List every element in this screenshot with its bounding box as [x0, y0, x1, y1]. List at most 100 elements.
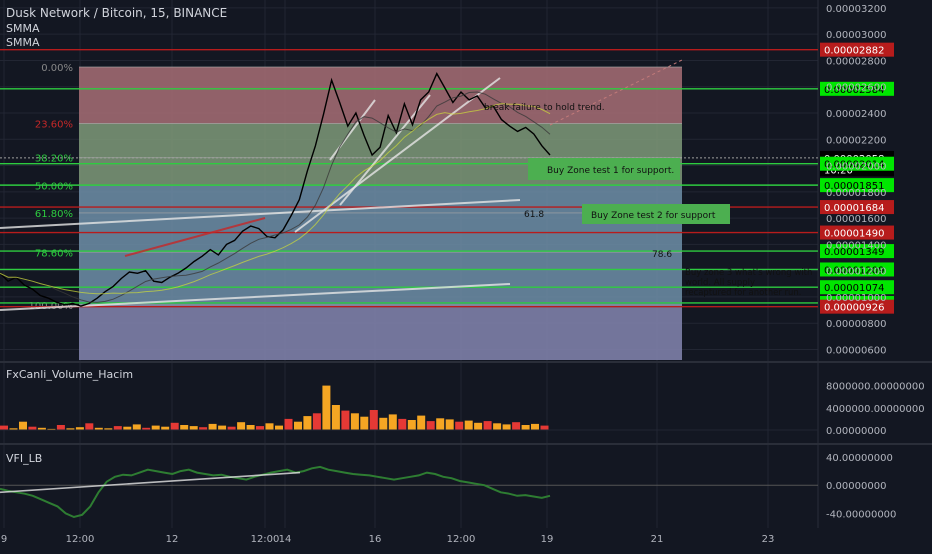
fib-zone — [79, 252, 682, 305]
volume-bar — [123, 426, 132, 430]
annotation-box-1 — [528, 158, 680, 180]
volume-bar — [398, 418, 407, 430]
fib-label: 50.00% — [35, 181, 73, 192]
vfi-tick-label: 0.00000000 — [826, 481, 886, 492]
volume-bar — [218, 425, 227, 430]
price-levels[interactable]: 0.000028820.000025840.0000205810:200.000… — [0, 42, 894, 314]
price-tag-bg — [820, 42, 894, 57]
volume-bar — [426, 421, 435, 430]
volume-bar — [56, 425, 65, 430]
time-tick-label: 19 — [541, 534, 554, 545]
price-tick-label: 0.00001200 — [826, 267, 886, 278]
volume-bar — [142, 427, 151, 430]
time-tick-label: 12:00 — [66, 534, 95, 545]
price-series — [0, 72, 551, 307]
volume-bar — [294, 421, 302, 430]
volume-bar — [483, 421, 492, 430]
volume-bar — [303, 416, 312, 430]
volume-pane: 8000000.00000000 4000000.00000000 0.000000… — [0, 382, 925, 437]
time-tick-label: 12:00 — [251, 534, 280, 545]
smma-line-2 — [0, 103, 551, 295]
volume-bar — [47, 428, 56, 430]
projection-line — [549, 59, 683, 126]
trendline — [329, 99, 376, 161]
volume-bar — [19, 421, 27, 430]
price-tag: 0.00001074 — [824, 283, 884, 294]
annotation-buy-zone-1: Buy Zone test 1 for support. — [547, 166, 674, 176]
volume-bar — [151, 425, 160, 430]
vfi-pane-title[interactable]: VFI_LB — [6, 452, 43, 465]
trendline — [0, 283, 511, 311]
price-tick-label: 0.00002400 — [826, 109, 886, 120]
volume-bar — [199, 427, 208, 430]
time-tick-label: 12:00 — [447, 534, 476, 545]
vfi-tick-label: -40.00000000 — [826, 509, 896, 520]
trendline — [124, 217, 266, 257]
volume-bar — [341, 410, 350, 430]
fib-zone — [79, 123, 682, 158]
price-tag-bg — [820, 200, 894, 215]
time-tick-label: 23 — [762, 534, 775, 545]
volume-bar — [388, 414, 397, 430]
volume-bar — [350, 413, 359, 430]
annotations[interactable]: break failure to hold trend. Buy Zone tes… — [484, 103, 812, 298]
volume-bar — [227, 426, 236, 430]
volume-pane-title[interactable]: FxCanli_Volume_Hacim — [6, 368, 134, 381]
axes: 0.00003200 0.00003000 0.00002800 0.00002600… — [1, 4, 887, 545]
price-tick-label: 0.00003200 — [826, 4, 886, 15]
chart-title[interactable]: Dusk Network / Bitcoin, 15, BINANCE — [6, 6, 228, 20]
price-tag-bg — [820, 299, 894, 314]
volume-bar — [360, 416, 369, 430]
volume-bar — [9, 428, 18, 430]
vfi-line — [0, 465, 551, 519]
volume-bar — [0, 425, 8, 430]
price-tag: 0.00001490 — [824, 229, 884, 240]
volume-bar — [94, 427, 103, 430]
volume-bar — [237, 422, 246, 430]
volume-bar — [379, 417, 388, 430]
annotation-buy-zone-3-line: Buy zone 3 what's wrong with — [685, 268, 812, 278]
volume-bar — [132, 424, 141, 430]
annotation-buy-zone-3-line: world. All supply — [685, 278, 755, 288]
fib-zone — [79, 67, 682, 124]
volume-bar — [474, 422, 483, 430]
fib-label: 0.00% — [41, 63, 73, 74]
price-tick-label: 0.00001600 — [826, 214, 886, 225]
price-tick-label: 0.00002600 — [826, 83, 886, 94]
price-tag: 0.00001851 — [824, 181, 884, 192]
price-tag: 0.00002882 — [824, 46, 884, 57]
volume-bar — [312, 413, 321, 430]
fib-label: 38.20% — [35, 154, 73, 165]
volume-bar — [502, 424, 511, 430]
price-tag-bg — [820, 225, 894, 240]
price-tag-bg — [820, 262, 894, 277]
indicator-label-smma-2[interactable]: SMMA — [6, 36, 40, 49]
fib-label: 23.60% — [35, 120, 73, 131]
volume-bar — [208, 423, 217, 430]
time-tick-label: 16 — [369, 534, 382, 545]
volume-bar — [445, 419, 454, 430]
price-tick-label: 0.00001000 — [826, 293, 886, 304]
volume-tick-label: 8000000.00000000 — [826, 382, 925, 393]
smma-line-1 — [0, 91, 551, 303]
indicator-label-smma-1[interactable]: SMMA — [6, 22, 40, 35]
volume-bar — [284, 418, 293, 430]
price-tag: 0.00001209 — [824, 265, 884, 276]
volume-bar — [75, 427, 84, 430]
price-tag-bg — [820, 280, 894, 295]
volume-bar — [531, 423, 539, 430]
volume-bar — [104, 428, 113, 430]
volume-bar — [322, 385, 331, 430]
price-tag: 0.00002014 — [824, 160, 884, 171]
volume-bar — [85, 423, 94, 430]
annotation-fib-618: 61.8 — [524, 210, 544, 220]
volume-bar — [407, 420, 416, 430]
volume-bar — [170, 422, 179, 430]
vfi-tick-label: 40.00000000 — [826, 453, 893, 464]
volume-bar — [113, 426, 122, 430]
volume-bar — [512, 422, 521, 430]
volume-bar — [189, 426, 198, 430]
price-tag-bg — [820, 244, 894, 259]
